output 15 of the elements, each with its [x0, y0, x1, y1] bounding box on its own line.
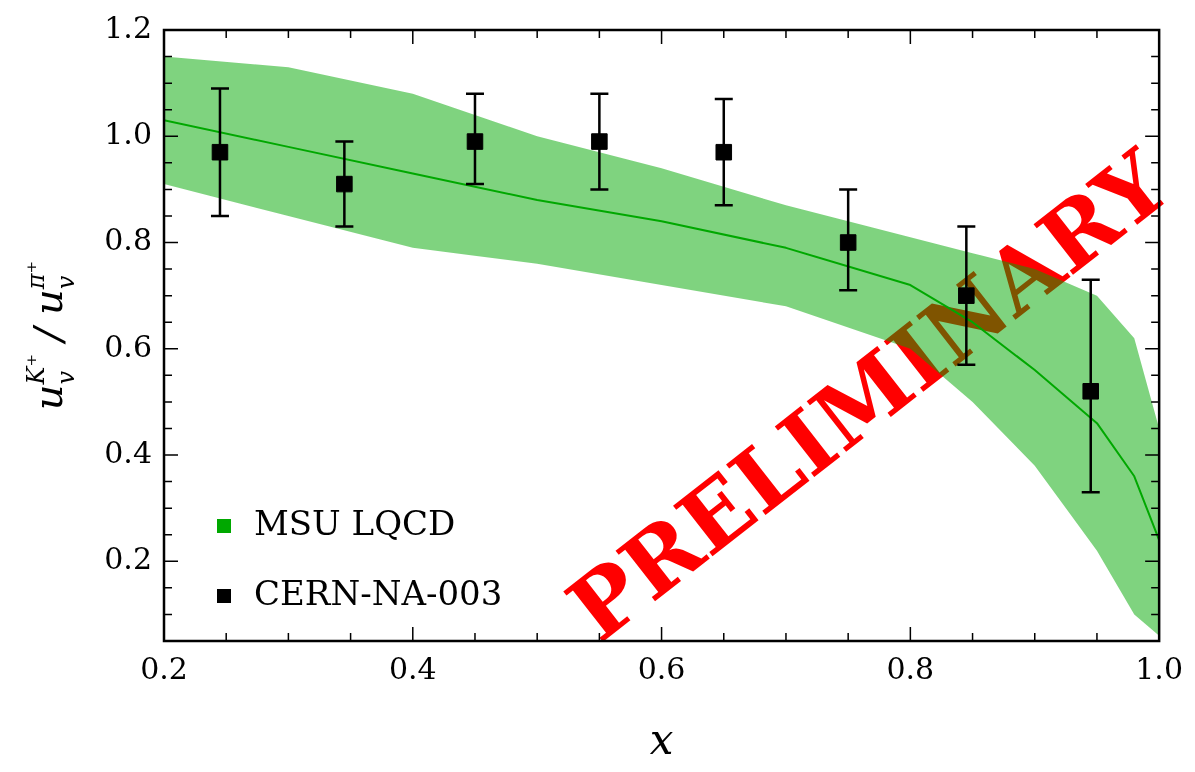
y-tick-label: 0.8 [104, 222, 152, 258]
legend-label: CERN-NA-003 [254, 572, 503, 613]
x-tick-label: 0.4 [388, 650, 437, 686]
legend-label: MSU LQCD [254, 502, 456, 543]
y-tick-label: 0.6 [104, 328, 152, 364]
y-tick-label: 1.2 [104, 9, 152, 45]
y-tick-label: 0.2 [104, 541, 152, 577]
y-tick-label: 0.4 [104, 434, 152, 470]
y-tick-label: 1.0 [104, 116, 152, 152]
y-axis-title: uvK⁺ / uvπ⁺ [22, 260, 80, 411]
x-tick-label: 0.8 [886, 650, 935, 686]
x-tick-label: 0.6 [637, 650, 686, 686]
x-axis-title: x [649, 714, 674, 764]
x-tick-label: 1.0 [1135, 650, 1183, 686]
x-tick-label: 0.2 [140, 650, 188, 686]
